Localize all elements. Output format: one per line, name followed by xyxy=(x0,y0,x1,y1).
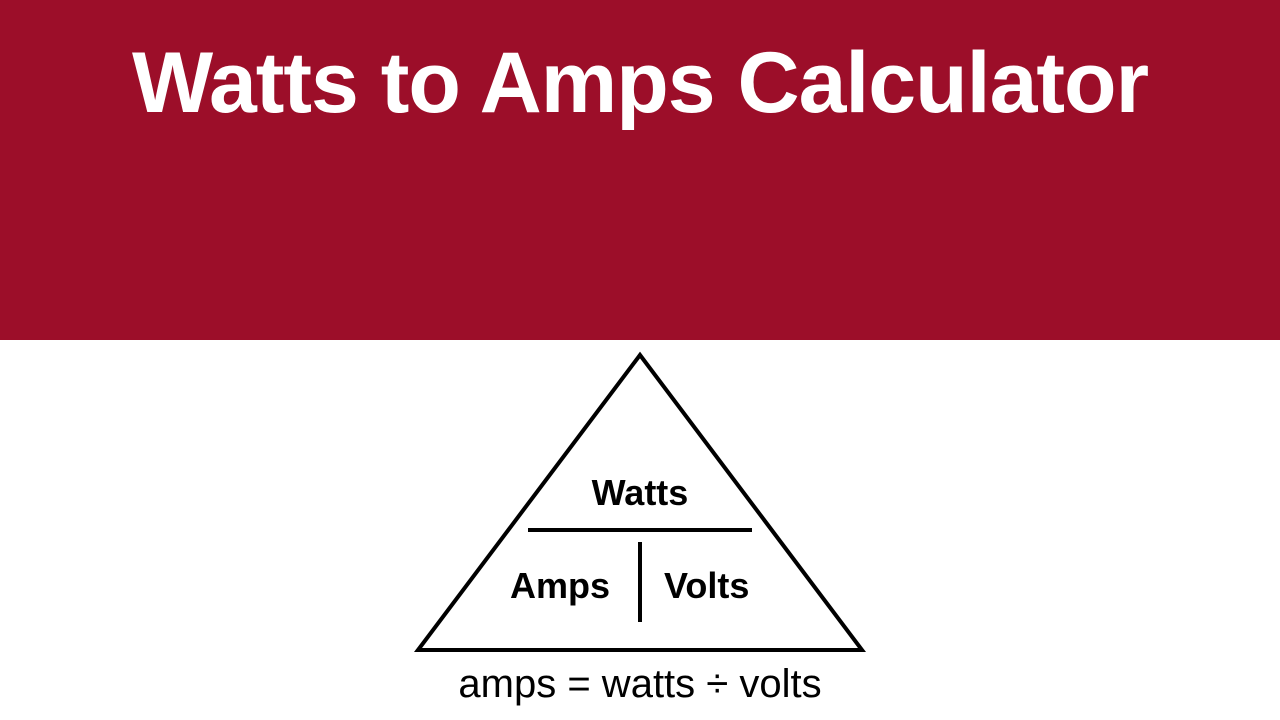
triangle-label-amps: Amps xyxy=(510,565,610,607)
header-banner: Watts to Amps Calculator xyxy=(0,0,1280,340)
formula-text: amps = watts ÷ volts xyxy=(458,662,821,707)
triangle-label-watts: Watts xyxy=(410,472,870,514)
diagram-section: Watts Amps Volts amps = watts ÷ volts xyxy=(0,340,1280,707)
power-triangle: Watts Amps Volts xyxy=(410,350,870,660)
page-title: Watts to Amps Calculator xyxy=(132,30,1148,138)
triangle-label-volts: Volts xyxy=(664,565,749,607)
